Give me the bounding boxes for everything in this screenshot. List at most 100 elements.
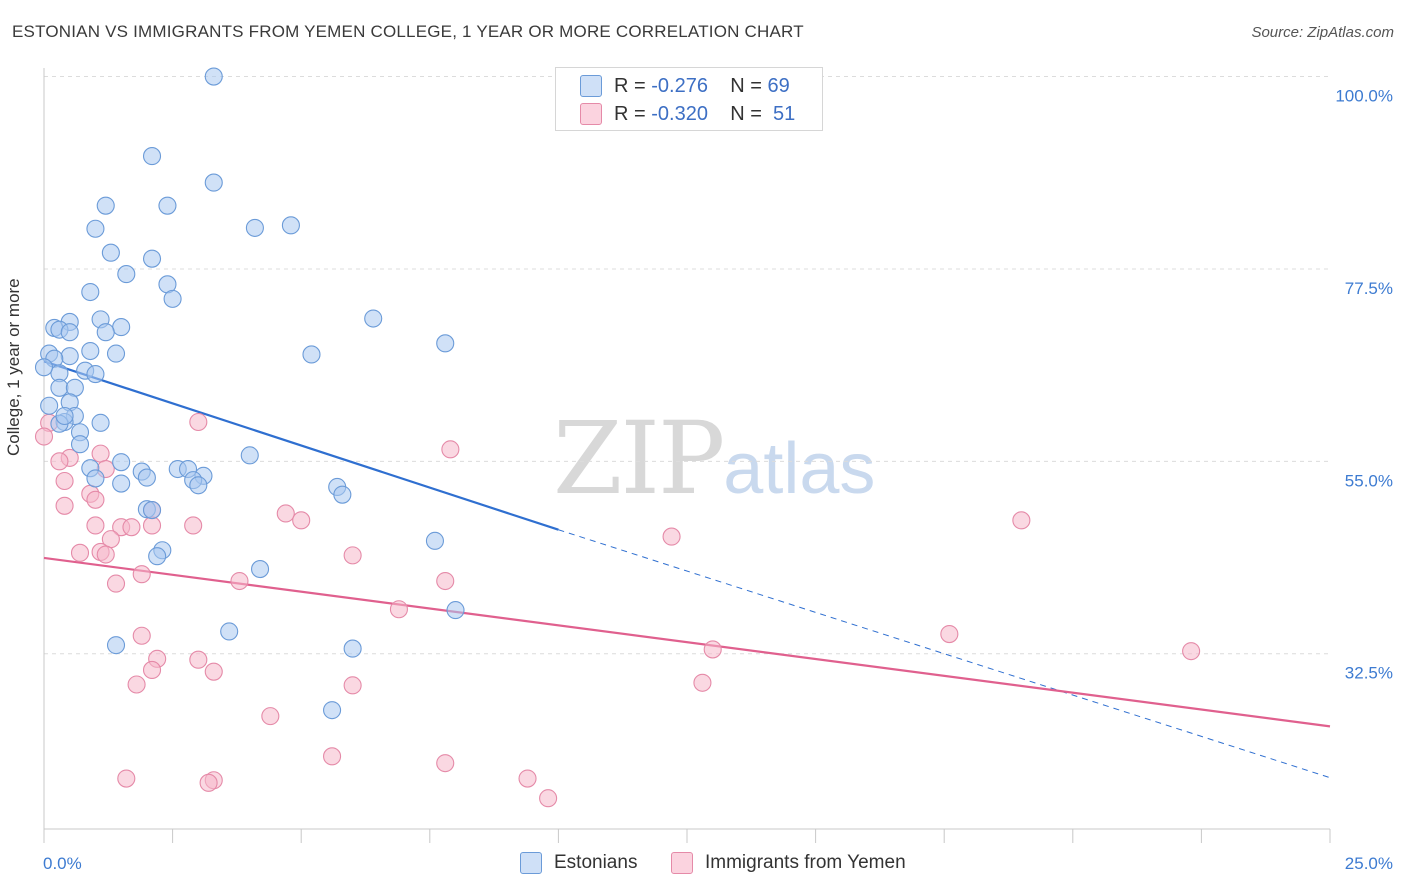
point-estonians [112, 453, 131, 472]
x-tick-label: 0.0% [43, 854, 82, 873]
legend-n-label: N = [730, 74, 762, 97]
legend-swatch-blue [580, 75, 602, 97]
point-yemen [50, 452, 69, 471]
point-yemen [106, 574, 126, 593]
point-yemen [230, 571, 249, 591]
point-estonians [34, 358, 54, 377]
point-yemen [276, 504, 295, 523]
point-estonians [281, 216, 300, 235]
legend-r-label: R = [614, 74, 646, 97]
legend-swatch-blue [520, 852, 542, 874]
point-yemen [96, 545, 115, 564]
source-credit: Source: ZipAtlas.com [1251, 24, 1394, 41]
legend-swatch-pink [580, 103, 602, 125]
point-estonians [189, 476, 208, 495]
point-estonians [343, 639, 362, 658]
point-estonians [55, 406, 74, 426]
point-yemen [142, 516, 162, 535]
point-estonians [323, 701, 342, 720]
point-estonians [142, 249, 162, 268]
point-yemen [55, 496, 74, 515]
point-estonians [81, 282, 100, 302]
point-yemen [91, 444, 110, 463]
y-tick-label: 100.0% [1335, 87, 1393, 106]
point-yemen [199, 773, 218, 792]
point-yemen [1182, 642, 1201, 661]
point-estonians [50, 378, 69, 397]
point-estonians [302, 345, 321, 364]
point-estonians [91, 413, 110, 432]
point-yemen [204, 662, 223, 681]
legend-label: Estonians [554, 852, 638, 873]
point-estonians [86, 469, 105, 488]
point-estonians [204, 67, 223, 86]
legend-r-label: R = [614, 102, 646, 125]
point-estonians [364, 309, 383, 328]
x-tick-label: 25.0% [1345, 854, 1393, 873]
point-estonians [163, 289, 182, 308]
watermark-zip: ZIP [553, 400, 725, 517]
point-yemen [184, 516, 203, 535]
point-estonians [101, 243, 120, 262]
point-yemen [132, 565, 151, 584]
legend-label: Immigrants from Yemen [705, 852, 906, 873]
legend-row-yemen: R = -0.320 N = 51 [580, 102, 795, 126]
point-yemen [940, 624, 959, 644]
point-estonians [220, 622, 239, 641]
point-yemen [86, 516, 105, 535]
point-yemen [436, 571, 455, 591]
legend-r-value: -0.320 [651, 102, 708, 125]
point-estonians [245, 218, 264, 237]
point-estonians [112, 318, 131, 337]
point-yemen [70, 543, 90, 562]
legend-n-value: 69 [767, 74, 790, 97]
data-points [34, 67, 1201, 808]
point-estonians [142, 501, 162, 520]
point-yemen [86, 490, 105, 509]
trendlines [43, 360, 1331, 779]
point-estonians [425, 531, 444, 550]
point-estonians [86, 365, 105, 384]
point-estonians [40, 396, 59, 415]
point-yemen [55, 471, 74, 491]
point-yemen [132, 626, 151, 645]
point-estonians [70, 435, 90, 454]
legend-r-value: -0.276 [651, 74, 708, 97]
point-yemen [1012, 511, 1031, 530]
y-tick-label: 32.5% [1345, 664, 1393, 683]
point-yemen [323, 747, 342, 766]
watermark-atlas: atlas [723, 429, 876, 509]
point-yemen [703, 640, 722, 659]
legend-row-estonians: R = -0.276 N = 69 [580, 74, 790, 98]
y-tick-label: 55.0% [1345, 471, 1393, 490]
point-estonians [137, 468, 156, 487]
point-yemen [142, 660, 162, 680]
point-estonians [106, 344, 126, 363]
point-yemen [441, 440, 460, 459]
legend-item-yemen: Immigrants from Yemen [671, 852, 906, 874]
y-tick-label: 77.5% [1345, 279, 1393, 298]
trendline-yemen [43, 556, 1331, 728]
point-yemen [122, 518, 141, 537]
legend-swatch-pink [671, 852, 693, 874]
point-yemen [343, 676, 362, 695]
point-estonians [436, 334, 455, 353]
point-estonians [333, 485, 352, 504]
legend-box: R = -0.276 N = 69 R = -0.320 N = 51 [555, 67, 823, 131]
point-yemen [518, 769, 537, 788]
point-estonians [158, 196, 177, 215]
point-estonians [250, 560, 270, 579]
point-yemen [389, 600, 408, 619]
watermark: ZIPatlas [553, 400, 875, 517]
point-estonians [60, 323, 79, 342]
point-yemen [117, 769, 136, 788]
trendline-estonians [43, 360, 559, 531]
chart-title: ESTONIAN VS IMMIGRANTS FROM YEMEN COLLEG… [12, 22, 804, 41]
point-estonians [148, 547, 167, 566]
point-yemen [261, 707, 280, 726]
legend-n-value: 51 [773, 102, 796, 125]
trendline-estonians-extension [558, 529, 1331, 779]
point-estonians [60, 347, 79, 366]
point-yemen [662, 527, 681, 546]
